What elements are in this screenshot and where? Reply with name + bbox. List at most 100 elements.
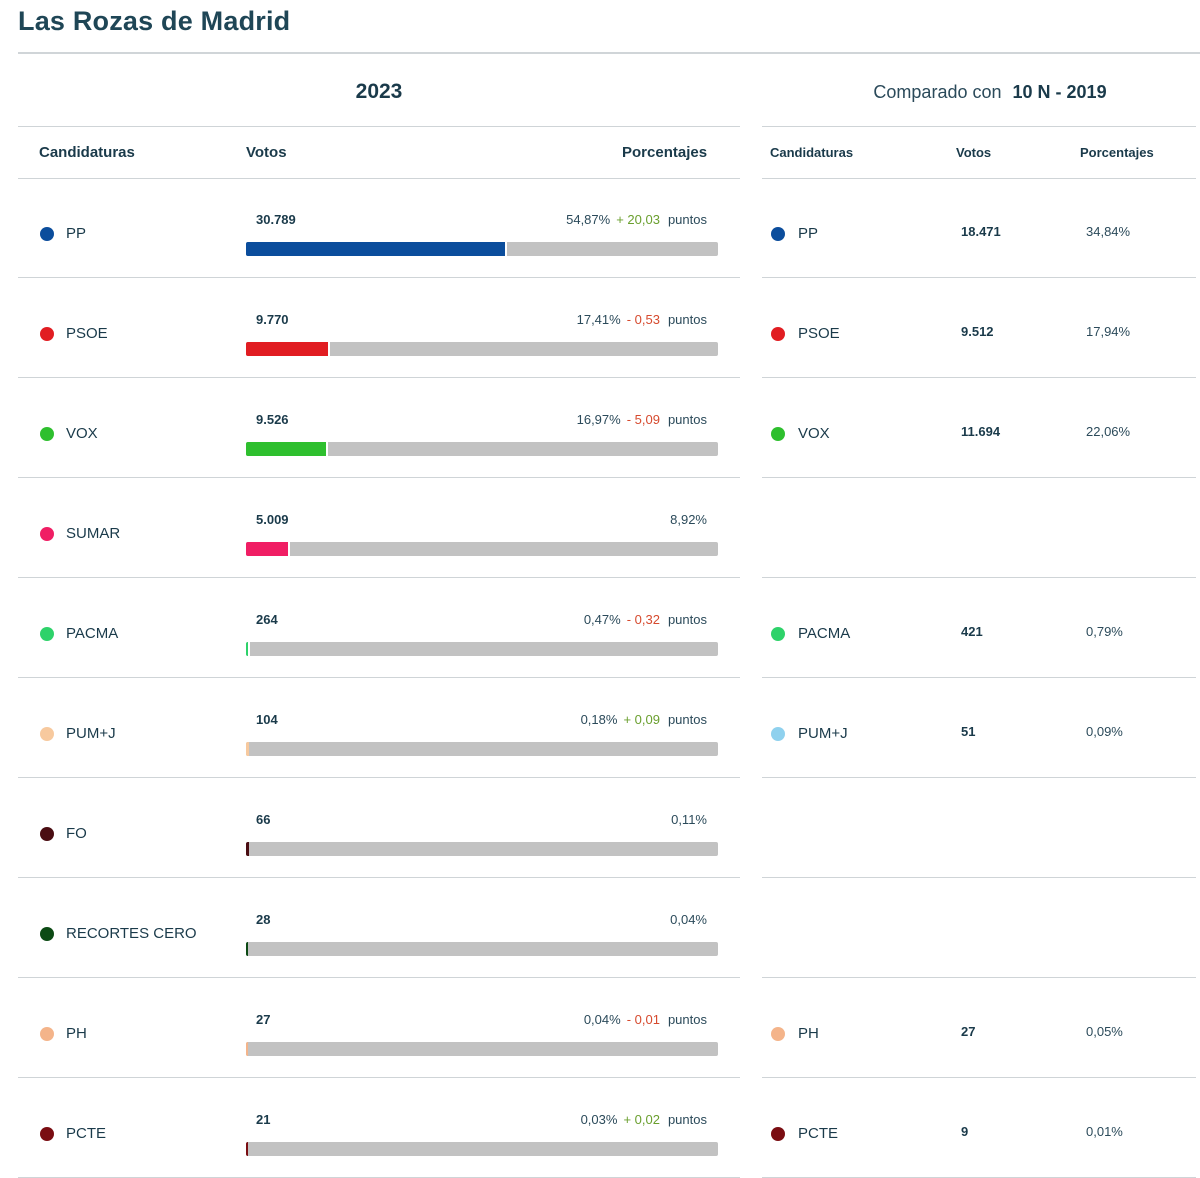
points-label: puntos	[667, 312, 707, 327]
percentage-value: 0,04%	[583, 1012, 621, 1027]
comparison-prefix: Comparado con	[873, 82, 1002, 102]
header-porcentajes-2019: Porcentajes	[1080, 145, 1154, 160]
table-row: PACMA 264 0,47% - 0,32 puntos PACMA 421 0,79%	[0, 578, 1200, 678]
vote-count: 66	[256, 812, 271, 827]
percentage-value: 0,18%	[580, 712, 618, 727]
party-color-dot-2019	[771, 1027, 785, 1041]
vote-count: 30.789	[256, 212, 296, 227]
bar-fill	[246, 742, 249, 756]
row-divider	[762, 377, 1196, 378]
bar-fill	[246, 442, 329, 456]
party-color-dot-2019	[771, 327, 785, 341]
bar-fill	[246, 1042, 249, 1056]
percentage-value-2019: 34,84%	[1086, 224, 1131, 239]
percentage-value-2019: 22,06%	[1086, 424, 1131, 439]
party-color-dot-2019	[771, 1127, 785, 1141]
table-row: SUMAR 5.009 8,92%	[0, 478, 1200, 578]
row-divider	[18, 677, 740, 678]
row-divider	[18, 178, 740, 179]
change-value: + 20,03	[616, 212, 660, 227]
percentage-line: 0,04%	[670, 912, 707, 927]
vote-count-2019: 9	[961, 1124, 969, 1139]
table-row: RECORTES CERO 28 0,04%	[0, 878, 1200, 978]
change-value: - 0,01	[626, 1012, 660, 1027]
party-name: PUM+J	[66, 725, 116, 742]
party-name-2019: PUM+J	[798, 725, 848, 742]
party-name-2019: VOX	[798, 425, 830, 442]
bar-track	[246, 742, 718, 756]
bar-track	[246, 242, 718, 256]
bar-track	[246, 342, 718, 356]
party-name: PSOE	[66, 325, 108, 342]
row-divider	[762, 777, 1196, 778]
bar-track	[246, 842, 718, 856]
percentage-line: 0,47% - 0,32 puntos	[584, 612, 707, 627]
party-color-dot	[40, 727, 54, 741]
party-name: PP	[66, 225, 87, 242]
row-divider	[762, 1077, 1196, 1078]
party-color-dot	[40, 827, 54, 841]
vote-count: 5.009	[256, 512, 289, 527]
table-row: PH 27 0,04% - 0,01 puntos PH 27 0,05%	[0, 978, 1200, 1078]
vote-count: 27	[256, 1012, 271, 1027]
vote-count-2019: 11.694	[961, 424, 1001, 439]
percentage-value: 54,87%	[566, 212, 611, 227]
percentage-value: 8,92%	[670, 512, 707, 527]
bar-track	[246, 942, 718, 956]
party-color-dot	[40, 1127, 54, 1141]
header-candidaturas-2019: Candidaturas	[770, 145, 854, 160]
percentage-value-2019: 0,05%	[1086, 1024, 1123, 1039]
percentage-value-2019: 17,94%	[1086, 324, 1131, 339]
year-heading: 2023	[355, 80, 403, 103]
percentage-line: 17,41% - 0,53 puntos	[577, 312, 707, 327]
percentage-value: 0,04%	[670, 912, 707, 927]
table-row: VOX 9.526 16,97% - 5,09 puntos VOX 11.694 22,06…	[0, 378, 1200, 478]
bar-fill	[246, 242, 507, 256]
bar-track	[246, 1042, 718, 1056]
vote-count: 28	[256, 912, 271, 927]
comparison-heading: Comparado con 10 N - 2019	[762, 82, 1200, 103]
header-votos: Votos	[246, 144, 287, 161]
party-name: PH	[66, 1025, 87, 1042]
party-name-2019: PH	[798, 1025, 819, 1042]
change-value: - 5,09	[626, 412, 660, 427]
row-divider	[18, 877, 740, 878]
party-name: PACMA	[66, 625, 119, 642]
bar-fill	[246, 1142, 249, 1156]
bar-fill	[246, 942, 249, 956]
row-divider	[18, 1077, 740, 1078]
vote-count-2019: 18.471	[961, 224, 1001, 239]
bar-fill	[246, 342, 331, 356]
bar-track	[246, 1142, 718, 1156]
table-row: PP 30.789 54,87% + 20,03 puntos PP 18.471 34,84…	[0, 178, 1200, 278]
bar-track	[246, 642, 718, 656]
party-color-dot-2019	[771, 427, 785, 441]
header-rule-right	[762, 126, 1196, 127]
row-divider	[18, 977, 740, 978]
header-candidaturas: Candidaturas	[39, 144, 135, 161]
title-divider	[18, 52, 1200, 54]
party-color-dot-2019	[771, 727, 785, 741]
change-value: - 0,32	[626, 612, 660, 627]
percentage-value: 16,97%	[576, 412, 621, 427]
bar-fill	[246, 842, 249, 856]
change-value: - 0,53	[626, 312, 660, 327]
party-name: VOX	[66, 425, 98, 442]
party-name-2019: PP	[798, 225, 819, 242]
points-label: puntos	[667, 412, 707, 427]
bar-track	[246, 442, 718, 456]
points-label: puntos	[667, 1012, 707, 1027]
header-porcentajes: Porcentajes	[622, 144, 708, 161]
points-label: puntos	[667, 612, 707, 627]
points-label: puntos	[667, 1112, 707, 1127]
percentage-line: 8,92%	[670, 512, 707, 527]
party-name: FO	[66, 825, 87, 842]
party-color-dot	[40, 927, 54, 941]
vote-count-2019: 9.512	[961, 324, 994, 339]
vote-count: 21	[256, 1112, 271, 1127]
row-divider	[18, 577, 740, 578]
comparison-election: 10 N - 2019	[1012, 82, 1107, 102]
row-divider	[762, 477, 1196, 478]
vote-count: 9.526	[256, 412, 289, 427]
percentage-line: 0,18% + 0,09 puntos	[581, 712, 707, 727]
